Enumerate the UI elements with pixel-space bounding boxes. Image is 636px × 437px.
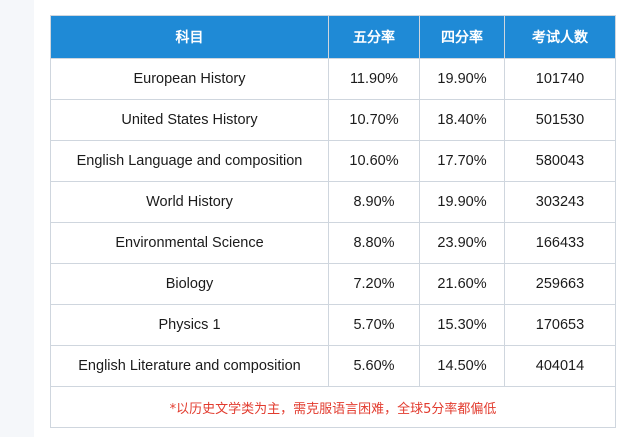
cell-examinees: 101740 [504, 58, 616, 100]
content-card: 科目 五分率 四分率 考试人数 European History 11.90% … [34, 0, 636, 437]
cell-examinees: 170653 [504, 304, 616, 346]
cell-five-rate: 7.20% [328, 263, 420, 305]
header-five-rate: 五分率 [328, 15, 420, 59]
cell-five-rate: 11.90% [328, 58, 420, 100]
header-four-rate: 四分率 [419, 15, 505, 59]
cell-subject: European History [50, 58, 329, 100]
cell-five-rate: 5.60% [328, 345, 420, 387]
cell-four-rate: 14.50% [419, 345, 505, 387]
cell-examinees: 303243 [504, 181, 616, 223]
table-header-row: 科目 五分率 四分率 考试人数 [50, 15, 616, 59]
cell-subject: United States History [50, 99, 329, 141]
cell-four-rate: 17.70% [419, 140, 505, 182]
footnote: *以历史文学类为主，需克服语言困难，全球5分率都偏低 [50, 386, 616, 428]
table-row: United States History 10.70% 18.40% 5015… [50, 99, 616, 141]
footnote-row: *以历史文学类为主，需克服语言困难，全球5分率都偏低 [50, 386, 616, 428]
cell-examinees: 580043 [504, 140, 616, 182]
cell-four-rate: 15.30% [419, 304, 505, 346]
cell-five-rate: 8.90% [328, 181, 420, 223]
cell-examinees: 166433 [504, 222, 616, 264]
cell-four-rate: 23.90% [419, 222, 505, 264]
table-row: World History 8.90% 19.90% 303243 [50, 181, 616, 223]
cell-subject: Biology [50, 263, 329, 305]
header-subject: 科目 [50, 15, 329, 59]
table-row: English Literature and composition 5.60%… [50, 345, 616, 387]
header-examinees: 考试人数 [504, 15, 616, 59]
cell-subject: World History [50, 181, 329, 223]
cell-subject: English Literature and composition [50, 345, 329, 387]
cell-five-rate: 10.70% [328, 99, 420, 141]
cell-five-rate: 10.60% [328, 140, 420, 182]
table-row: English Language and composition 10.60% … [50, 140, 616, 182]
cell-five-rate: 8.80% [328, 222, 420, 264]
cell-four-rate: 19.90% [419, 58, 505, 100]
cell-examinees: 501530 [504, 99, 616, 141]
table-row: European History 11.90% 19.90% 101740 [50, 58, 616, 100]
cell-subject: Physics 1 [50, 304, 329, 346]
cell-four-rate: 19.90% [419, 181, 505, 223]
cell-four-rate: 18.40% [419, 99, 505, 141]
ap-score-table: 科目 五分率 四分率 考试人数 European History 11.90% … [50, 15, 616, 428]
table-row: Environmental Science 8.80% 23.90% 16643… [50, 222, 616, 264]
cell-four-rate: 21.60% [419, 263, 505, 305]
table-row: Biology 7.20% 21.60% 259663 [50, 263, 616, 305]
cell-examinees: 404014 [504, 345, 616, 387]
cell-five-rate: 5.70% [328, 304, 420, 346]
cell-subject: English Language and composition [50, 140, 329, 182]
cell-examinees: 259663 [504, 263, 616, 305]
cell-subject: Environmental Science [50, 222, 329, 264]
table-row: Physics 1 5.70% 15.30% 170653 [50, 304, 616, 346]
